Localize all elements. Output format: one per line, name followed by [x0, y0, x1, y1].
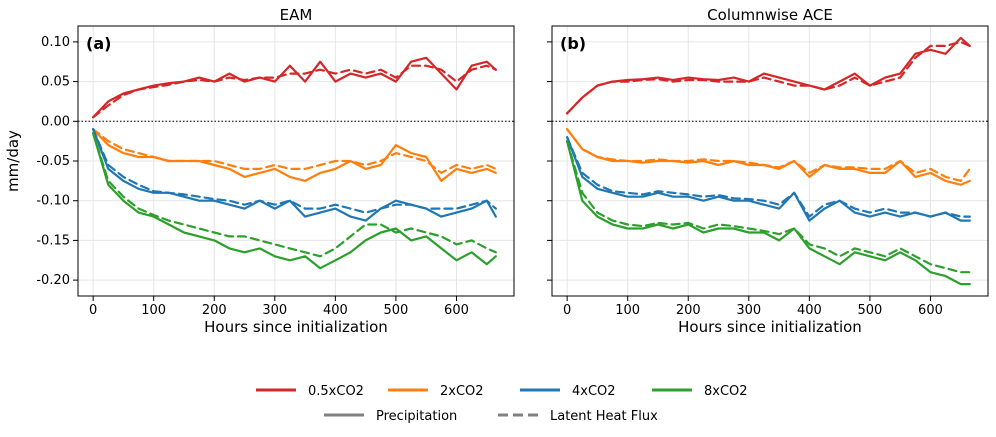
series-line-2xco2-precipitation	[91, 128, 497, 182]
legend-entry-4xco2: 4xCO2	[520, 384, 616, 399]
legend-label: 4xCO2	[572, 384, 616, 399]
legend-entry-latent-heat-flux: Latent Heat Flux	[498, 409, 658, 424]
series-line-2xco2-latent-heat-flux	[565, 128, 971, 182]
legend-label: Precipitation	[376, 409, 457, 424]
series-line-0-5xco2-latent-heat-flux	[91, 64, 497, 119]
series-line-4xco2-precipitation	[565, 136, 971, 222]
y-tick-label: -0.10	[36, 194, 70, 209]
y-tick-label: -0.15	[36, 233, 70, 248]
y-tick-label: 0.10	[41, 35, 70, 50]
axis-ticks: 0 100 200 300 400 500 600 0.10 0.05 0.00 -0.05 -0.1…	[36, 35, 469, 318]
series-line-8xco2-latent-heat-flux	[91, 132, 497, 258]
axis-ticks: 0 100 200 300 400 500 600	[547, 41, 943, 318]
x-tick-label: 300	[262, 303, 287, 318]
panel-columnwise-ace: Columnwise ACE 0 100 200 300 400 500 600 (b) H…	[547, 6, 989, 336]
series-line-8xco2-precipitation	[91, 132, 497, 270]
legend: 0.5xCO2 2xCO2 4xCO2 8xCO2 Precipitation …	[256, 384, 748, 424]
x-tick-label: 200	[202, 303, 227, 318]
x-tick-label: 200	[676, 303, 701, 318]
panel-eam: EAM 0 100 200 300 400 500 600 0.10 0.05 0.00 -0.05…	[4, 6, 515, 336]
plot-frame	[77, 25, 515, 297]
series-line-4xco2-latent-heat-flux	[565, 136, 971, 218]
legend-label: Latent Heat Flux	[550, 409, 658, 424]
series-group	[91, 56, 497, 270]
x-tick-label: 400	[323, 303, 348, 318]
y-axis-label: mm/day	[4, 130, 22, 192]
x-tick-label: 400	[797, 303, 822, 318]
x-tick-label: 100	[615, 303, 640, 318]
legend-label: 0.5xCO2	[308, 384, 364, 399]
x-tick-label: 600	[444, 303, 469, 318]
legend-label: 8xCO2	[704, 384, 748, 399]
x-tick-label: 0	[89, 303, 97, 318]
legend-entry-precipitation: Precipitation	[324, 409, 457, 424]
x-tick-label: 100	[141, 303, 166, 318]
panel-label: (b)	[560, 34, 586, 53]
x-axis-label: Hours since initialization	[204, 318, 388, 336]
x-axis-label: Hours since initialization	[678, 318, 862, 336]
plot-frame	[551, 25, 989, 297]
x-tick-label: 500	[858, 303, 883, 318]
series-line-2xco2-latent-heat-flux	[91, 128, 497, 174]
legend-entry-2xco2: 2xCO2	[388, 384, 484, 399]
y-tick-label: 0.05	[41, 75, 70, 90]
y-tick-label: -0.20	[36, 273, 70, 288]
series-line-0-5xco2-precipitation	[565, 36, 971, 115]
series-line-4xco2-latent-heat-flux	[91, 128, 497, 214]
series-line-0-5xco2-latent-heat-flux	[565, 40, 971, 115]
grid	[78, 26, 514, 296]
x-tick-label: 0	[563, 303, 571, 318]
y-tick-label: -0.05	[36, 154, 70, 169]
x-tick-label: 500	[384, 303, 409, 318]
panel-title: Columnwise ACE	[707, 6, 833, 24]
legend-entry-0-5xco2: 0.5xCO2	[256, 384, 364, 399]
y-tick-label: 0.00	[41, 114, 70, 129]
legend-entry-8xco2: 8xCO2	[652, 384, 748, 399]
x-tick-label: 300	[736, 303, 761, 318]
series-line-8xco2-latent-heat-flux	[565, 140, 971, 274]
panel-title: EAM	[280, 6, 313, 24]
x-tick-label: 600	[918, 303, 943, 318]
series-line-8xco2-precipitation	[565, 140, 971, 286]
panel-label: (a)	[86, 34, 111, 53]
series-group	[565, 36, 971, 286]
legend-label: 2xCO2	[440, 384, 484, 399]
